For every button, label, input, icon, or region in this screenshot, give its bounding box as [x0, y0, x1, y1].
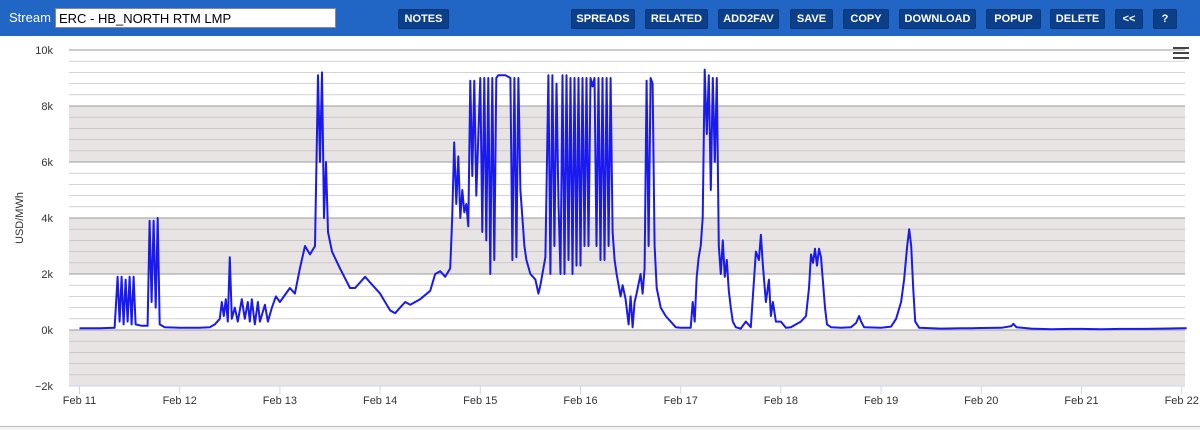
chart-menu-icon[interactable]: [1173, 47, 1189, 61]
copy-button[interactable]: COPY: [843, 9, 889, 29]
plot-bands: [69, 106, 1185, 386]
help-button[interactable]: ?: [1153, 9, 1177, 29]
plot-band: [69, 106, 1185, 162]
toolbar: Stream NOTES SPREADS RELATED ADD2FAV SAV…: [0, 0, 1200, 36]
x-tick-label: Feb 13: [263, 395, 297, 407]
plot-band: [69, 218, 1185, 274]
x-tick-label: Feb 12: [163, 395, 197, 407]
y-tick-label: 10k: [35, 45, 53, 57]
collapse-button[interactable]: <<: [1115, 9, 1143, 29]
related-button[interactable]: RELATED: [645, 9, 708, 29]
stream-input[interactable]: [55, 8, 336, 28]
x-tick-label: Feb 20: [964, 395, 998, 407]
y-tick-label: −2k: [35, 381, 54, 393]
x-tick-label: Feb 11: [63, 395, 96, 407]
save-button[interactable]: SAVE: [790, 9, 833, 29]
plot-band: [69, 330, 1185, 386]
x-tick-label: Feb 17: [664, 395, 698, 407]
stream-label: Stream: [9, 10, 51, 25]
x-axis: [69, 385, 1185, 394]
notes-button[interactable]: NOTES: [398, 9, 449, 29]
series-line: [79, 68, 1187, 331]
major-grid: [69, 49, 1185, 387]
download-button[interactable]: DOWNLOAD: [899, 9, 976, 29]
y-axis-title: USD/MWh: [14, 192, 26, 244]
delete-button[interactable]: DELETE: [1050, 9, 1105, 29]
x-tick-label: Feb 22: [1165, 395, 1199, 407]
x-tick-label: Feb 15: [463, 395, 497, 407]
x-tick-label: Feb 19: [864, 395, 898, 407]
x-tick-label: Feb 18: [764, 395, 798, 407]
y-tick-label: 0k: [41, 325, 53, 337]
bottom-border: [0, 426, 1200, 430]
y-tick-label: 8k: [41, 101, 53, 113]
y-tick-label: 2k: [41, 269, 53, 281]
y-tick-label: 6k: [41, 157, 53, 169]
add2fav-button[interactable]: ADD2FAV: [718, 9, 779, 29]
x-tick-label: Feb 21: [1064, 395, 1098, 407]
x-tick-label: Feb 14: [363, 395, 397, 407]
popup-button[interactable]: POPUP: [986, 9, 1041, 29]
x-tick-label: Feb 16: [563, 395, 597, 407]
spreads-button[interactable]: SPREADS: [571, 9, 635, 29]
x-tick-labels: Feb 11 Feb 12 Feb 13 Feb 14 Feb 15 Feb 16 Feb …: [63, 395, 1199, 407]
y-tick-label: 4k: [41, 213, 53, 225]
y-tick-labels: −2k 0k 2k 4k 6k 8k 10k: [35, 45, 54, 393]
